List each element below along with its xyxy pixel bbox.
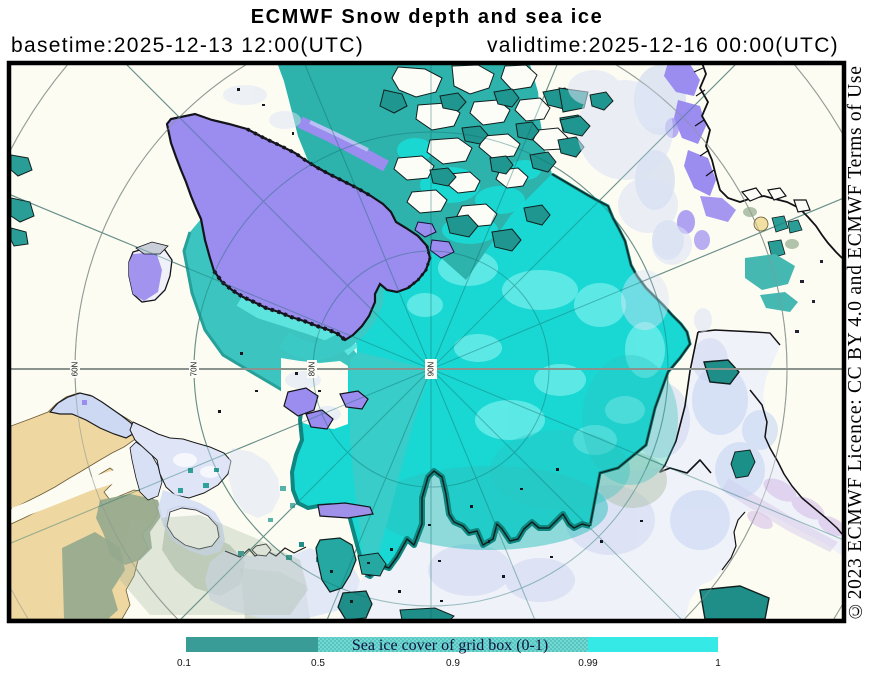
svg-text:0.5: 0.5	[311, 658, 325, 669]
svg-text:60N: 60N	[71, 361, 80, 376]
svg-text:Sea ice cover of grid box (0-1: Sea ice cover of grid box (0-1)	[352, 637, 548, 654]
svg-text:0.1: 0.1	[177, 658, 191, 669]
svg-text:80N: 80N	[308, 361, 317, 376]
svg-text:1: 1	[715, 658, 721, 669]
svg-text:90N: 90N	[427, 361, 436, 376]
svg-text:70N: 70N	[190, 361, 199, 376]
svg-text:0.99: 0.99	[578, 658, 598, 669]
svg-text:0.9: 0.9	[446, 658, 460, 669]
